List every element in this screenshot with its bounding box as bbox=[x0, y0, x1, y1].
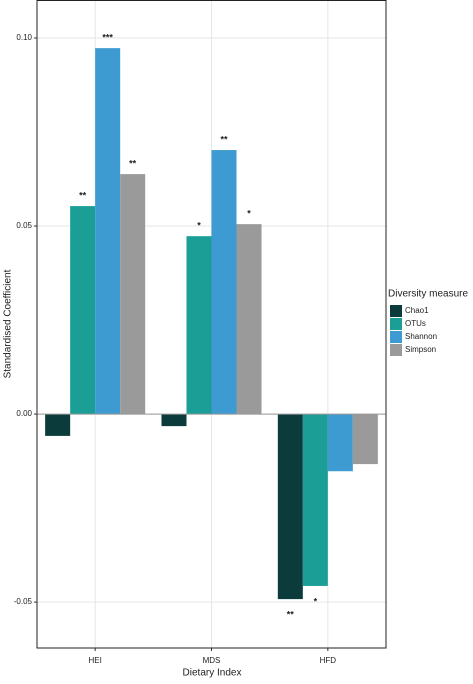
bar bbox=[211, 150, 237, 415]
bar bbox=[45, 414, 71, 436]
x-tick-label: HFD bbox=[320, 656, 337, 665]
significance-label: * bbox=[314, 596, 318, 606]
bar bbox=[302, 414, 328, 586]
legend-swatch bbox=[390, 305, 402, 317]
significance-label: ** bbox=[129, 159, 137, 169]
bar bbox=[161, 414, 187, 427]
legend-swatch bbox=[390, 344, 402, 356]
significance-label: * bbox=[197, 221, 201, 231]
x-tick-label: MDS bbox=[203, 656, 221, 665]
x-axis-title: Dietary Index bbox=[183, 668, 242, 679]
legend-label: OTUs bbox=[405, 319, 426, 328]
legend-title: Diversity measure bbox=[388, 289, 468, 300]
significance-label: ** bbox=[220, 134, 228, 144]
y-tick-label: 0.00 bbox=[16, 409, 32, 418]
panel-border bbox=[36, 0, 387, 649]
bar bbox=[352, 414, 378, 465]
significance-label: * bbox=[247, 209, 251, 219]
legend-swatch bbox=[390, 318, 402, 330]
bar bbox=[95, 48, 121, 415]
y-tick-label: -0.05 bbox=[14, 597, 33, 606]
x-tick-label: HEI bbox=[88, 656, 101, 665]
legend-label: Shannon bbox=[405, 332, 437, 341]
y-axis-title: Standardised Coefficient bbox=[3, 269, 14, 378]
y-tick-label: 0.05 bbox=[16, 221, 32, 230]
bar bbox=[277, 414, 303, 600]
legend-label: Chao1 bbox=[405, 306, 429, 315]
significance-label: ** bbox=[79, 190, 87, 200]
bar bbox=[236, 224, 262, 415]
bar bbox=[186, 236, 212, 415]
legend-swatch bbox=[390, 331, 402, 343]
bar bbox=[120, 174, 146, 415]
legend-label: Simpson bbox=[405, 345, 436, 354]
significance-label: ** bbox=[287, 609, 295, 619]
y-tick-label: 0.10 bbox=[16, 33, 32, 42]
bar bbox=[70, 206, 96, 415]
bar bbox=[327, 414, 353, 472]
significance-label: *** bbox=[102, 33, 113, 43]
